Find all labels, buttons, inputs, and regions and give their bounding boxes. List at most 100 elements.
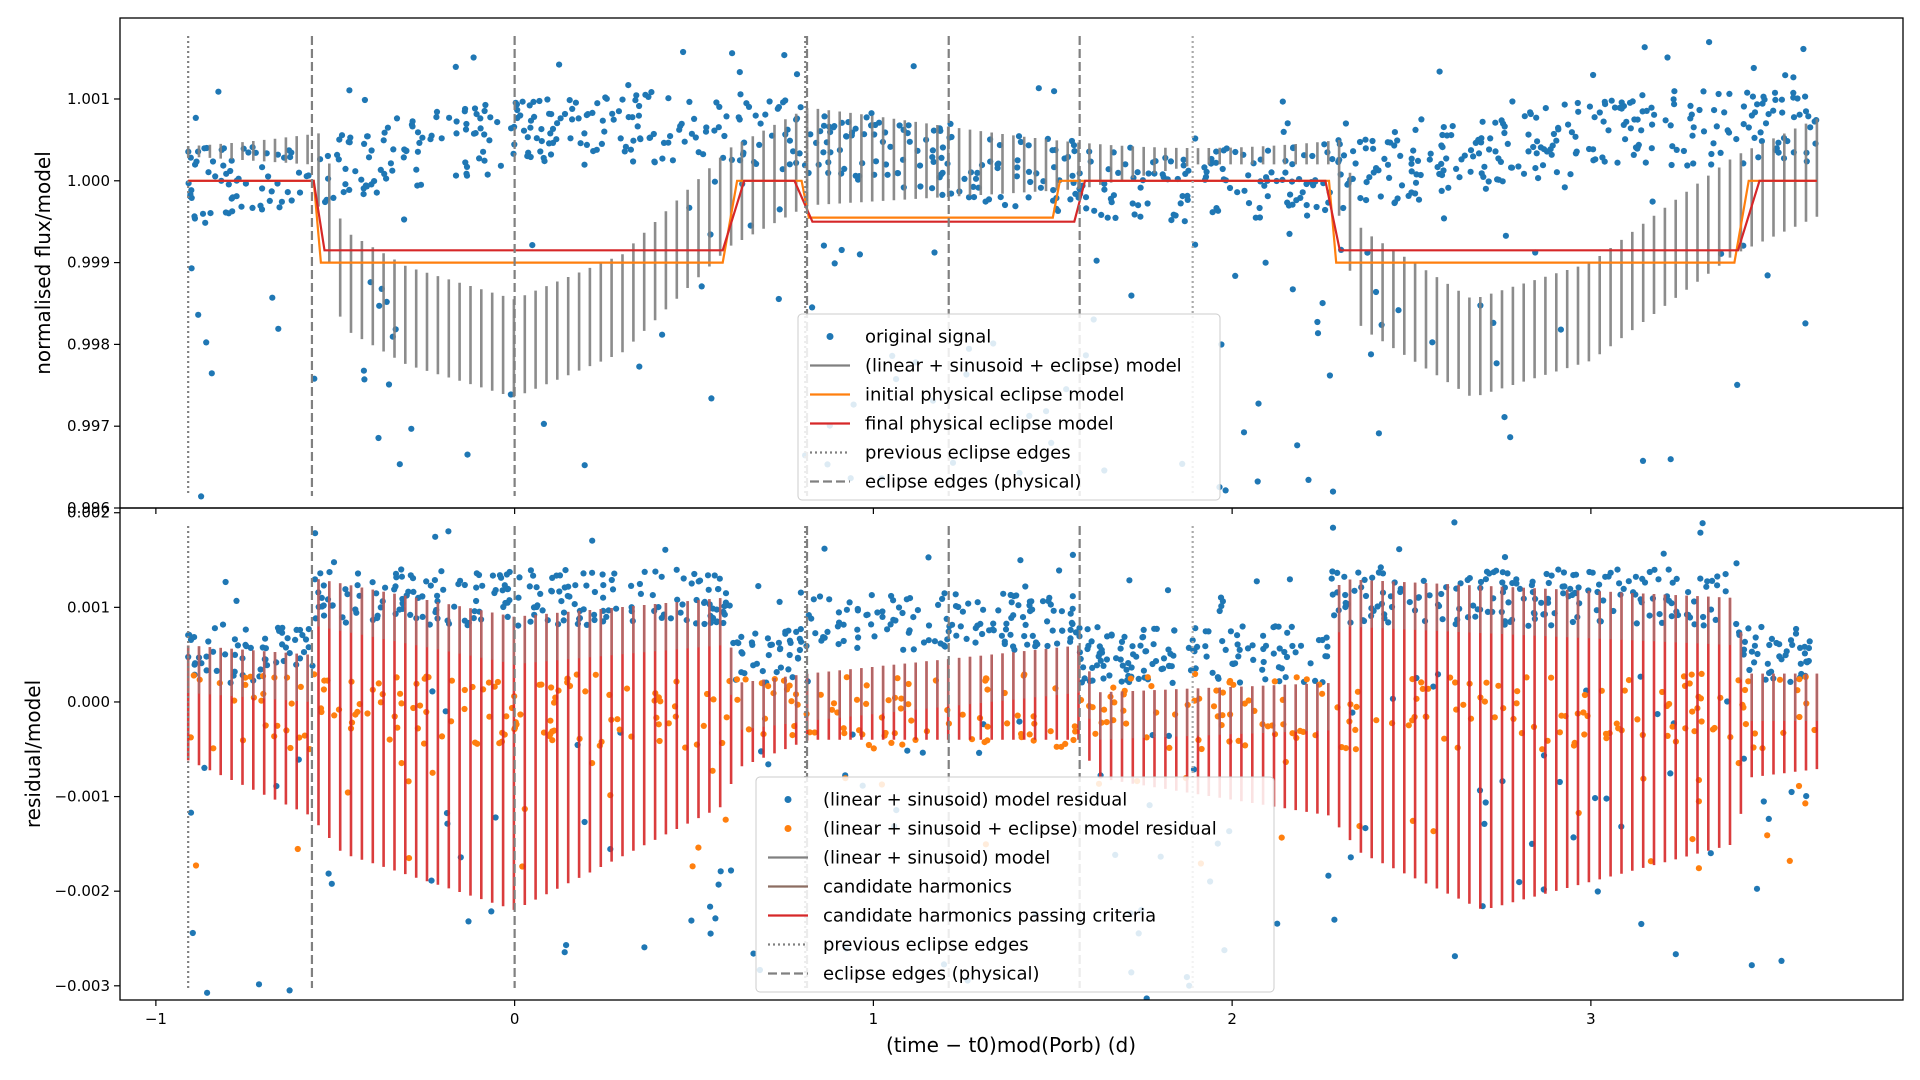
bottom-series-1-point (888, 739, 895, 747)
bottom-series-0-point (1017, 557, 1024, 564)
top-series-0-point (1350, 148, 1357, 155)
top-series-0-point (446, 114, 453, 121)
bottom-series-0-point (662, 546, 669, 553)
top-series-0-point (364, 133, 371, 140)
bottom-series-1-point (1123, 720, 1130, 727)
bottom-series-0-point (1297, 642, 1305, 649)
bottom-series-0-point (1516, 879, 1523, 886)
top-series-0-point (1478, 139, 1485, 146)
top-series-0-point (1525, 148, 1532, 155)
top-series-0-point (1671, 101, 1678, 108)
bottom-series-0-point (1100, 662, 1107, 670)
top-series-0-point (1478, 170, 1485, 177)
bottom-series-1-point (1669, 723, 1676, 730)
bottom-series-0-point (1167, 650, 1174, 657)
bottom-series-1-point (397, 690, 404, 697)
top-series-0-point (1499, 178, 1506, 185)
bottom-series-0-point (465, 918, 472, 925)
bottom-series-0-point (914, 607, 922, 614)
top-series-0-point (1648, 104, 1655, 111)
bottom-series-1-point (1111, 699, 1118, 706)
bottom-series-1-point (1802, 800, 1809, 807)
bottom-series-0-point (1244, 645, 1252, 652)
top-series-0-point (1495, 155, 1502, 162)
top-series-0-point (646, 134, 653, 141)
top-series-0-point (360, 191, 367, 198)
top-series-0-point (659, 331, 666, 338)
top-series-0-point (1542, 105, 1549, 112)
top-series-0-point (229, 194, 236, 201)
bottom-series-0-point (419, 613, 426, 621)
bottom-series-0-point (451, 603, 458, 610)
bottom-series-0-point (1282, 674, 1289, 681)
top-series-0-point (569, 105, 576, 112)
bottom-series-0-point (192, 660, 199, 667)
bottom-series-0-point (1104, 633, 1111, 640)
top-series-0-point (974, 169, 981, 176)
top-series-0-point (1700, 88, 1707, 95)
top-series-0-point (790, 148, 797, 155)
top-series-0-point (209, 158, 217, 165)
bottom-series-0-point (716, 575, 723, 582)
top-series-0-point (305, 172, 312, 179)
bottom-series-0-point (1797, 644, 1804, 652)
top-series-0-point (820, 122, 828, 129)
bottom-series-1-point (410, 704, 417, 712)
bottom-series-0-point (1538, 599, 1545, 606)
top-series-0-point (581, 462, 588, 469)
top-series-0-point (1670, 96, 1677, 103)
top-series-0-point (1744, 89, 1751, 96)
bottom-series-0-point (1516, 585, 1524, 593)
bottom-legend-marker (784, 796, 792, 803)
bottom-xtick-label: 0 (510, 1010, 520, 1028)
bottom-series-0-point (1049, 627, 1056, 634)
bottom-series-0-point (566, 593, 573, 600)
bottom-series-0-point (904, 747, 911, 754)
bottom-series-0-point (1166, 662, 1173, 669)
bottom-series-0-point (1765, 815, 1772, 823)
bottom-series-1-point (1695, 865, 1702, 872)
bottom-series-1-point (811, 729, 818, 736)
bottom-series-0-point (1451, 519, 1458, 526)
top-series-0-point (625, 82, 632, 89)
bottom-series-0-point (765, 652, 772, 659)
bottom-series-0-point (391, 586, 398, 593)
bottom-series-0-point (233, 597, 240, 605)
bottom-series-0-point (423, 578, 430, 585)
bottom-series-0-point (432, 533, 439, 540)
top-series-0-point (524, 153, 531, 160)
top-series-0-point (453, 130, 460, 137)
bottom-series-0-point (556, 588, 563, 595)
top-series-0-point (1408, 168, 1415, 175)
bottom-series-1-point (709, 767, 716, 774)
bottom-series-0-point (768, 641, 776, 648)
bottom-series-1-point (429, 769, 436, 776)
top-series-0-point (1605, 127, 1612, 134)
bottom-series-0-point (1283, 653, 1291, 661)
top-series-0-point (1642, 159, 1649, 166)
top-series-0-point (1082, 194, 1090, 201)
top-series-0-point (1438, 187, 1445, 194)
bottom-series-0-point (1029, 632, 1036, 640)
bottom-series-1-point (1548, 674, 1555, 681)
bottom-series-0-point (1426, 592, 1433, 599)
bottom-series-0-point (560, 617, 567, 624)
top-series-0-point (634, 123, 641, 130)
top-series-0-point (1309, 152, 1316, 160)
bottom-series-0-point (939, 595, 946, 603)
top-series-0-point (385, 381, 393, 388)
bottom-series-0-point (431, 577, 438, 584)
bottom-series-1-point (905, 680, 912, 688)
top-series-0-point (830, 124, 837, 131)
top-series-0-point (917, 183, 924, 190)
bottom-series-0-point (548, 588, 556, 595)
bottom-series-0-point (1192, 665, 1199, 672)
bottom-series-1-point (623, 685, 631, 692)
bottom-series-0-point (741, 670, 748, 677)
top-series-0-point (566, 97, 573, 104)
bottom-series-0-point (1758, 623, 1765, 631)
top-series-0-point (1755, 154, 1762, 161)
top-series-0-point (1662, 117, 1669, 124)
bottom-series-0-point (1089, 677, 1096, 684)
bottom-series-0-point (641, 568, 648, 576)
